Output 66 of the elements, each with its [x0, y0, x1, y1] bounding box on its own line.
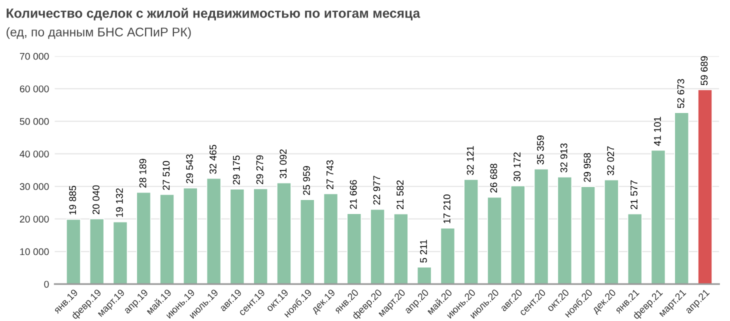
bar [89, 218, 104, 284]
y-tick-label: 40 000 [20, 150, 49, 158]
bar [440, 228, 456, 284]
data-label: 59 689 [700, 56, 708, 86]
bar [323, 193, 338, 284]
data-label: 41 101 [654, 116, 661, 146]
bar [674, 112, 690, 284]
y-tick-label: 70 000 [20, 52, 49, 60]
bar [557, 176, 572, 284]
bar [206, 178, 222, 284]
data-label: 5 211 [420, 240, 427, 263]
bar [650, 150, 666, 284]
y-tick-label: 60 000 [20, 85, 49, 92]
data-label: 21 582 [396, 180, 404, 210]
bar [370, 208, 385, 284]
data-label: 19 885 [69, 186, 76, 214]
bar [580, 186, 596, 284]
data-label: 27 743 [326, 160, 334, 190]
data-label: 22 977 [373, 176, 380, 205]
y-tick-label: 10 000 [20, 248, 49, 256]
data-label: 29 958 [584, 153, 591, 182]
data-label: 28 189 [139, 158, 146, 188]
y-tick-label: 30 000 [20, 183, 49, 190]
bar [534, 168, 549, 284]
bar [698, 89, 712, 284]
data-label: 29 279 [256, 155, 264, 184]
data-label: 32 121 [466, 146, 474, 175]
data-label: 25 959 [303, 166, 310, 195]
bar [346, 213, 362, 284]
chart-subtitle: (ед, по данным БНС АСПиР РК) [6, 27, 191, 39]
data-label: 35 359 [537, 136, 544, 164]
y-tick-label: 20 000 [20, 216, 49, 223]
data-label: 31 092 [280, 149, 287, 178]
chart-title: Количество сделок с жилой недвижимостью по итогам месяца [6, 8, 420, 20]
data-label: 29 543 [186, 154, 194, 184]
bar [416, 266, 432, 284]
bar [182, 187, 198, 284]
data-label: 19 132 [116, 188, 123, 217]
data-label: 27 510 [162, 160, 170, 190]
bar [300, 199, 315, 284]
data-label: 32 027 [607, 146, 614, 176]
data-label: 20 040 [92, 185, 100, 214]
data-label: 32 465 [210, 144, 216, 174]
data-label: 32 913 [560, 143, 568, 172]
bar [604, 179, 619, 284]
bar [66, 218, 81, 284]
bar [393, 213, 408, 284]
bar [230, 188, 245, 284]
data-label: 26 688 [490, 164, 498, 193]
bar [160, 194, 174, 284]
bar [276, 182, 292, 284]
bar [253, 188, 268, 284]
bar [487, 196, 502, 284]
bar [510, 185, 526, 284]
bar [112, 221, 128, 284]
bar [136, 192, 152, 284]
data-label: 21 577 [630, 180, 638, 210]
data-label: 52 673 [677, 79, 684, 108]
y-tick-label: 0 [44, 280, 49, 288]
y-tick-label: 50 000 [20, 118, 49, 125]
data-label: 29 175 [232, 156, 240, 184]
bar [464, 179, 479, 284]
data-label: 17 210 [443, 194, 450, 224]
bar [627, 213, 642, 284]
data-label: 30 172 [514, 152, 520, 182]
data-label: 21 666 [350, 180, 357, 209]
